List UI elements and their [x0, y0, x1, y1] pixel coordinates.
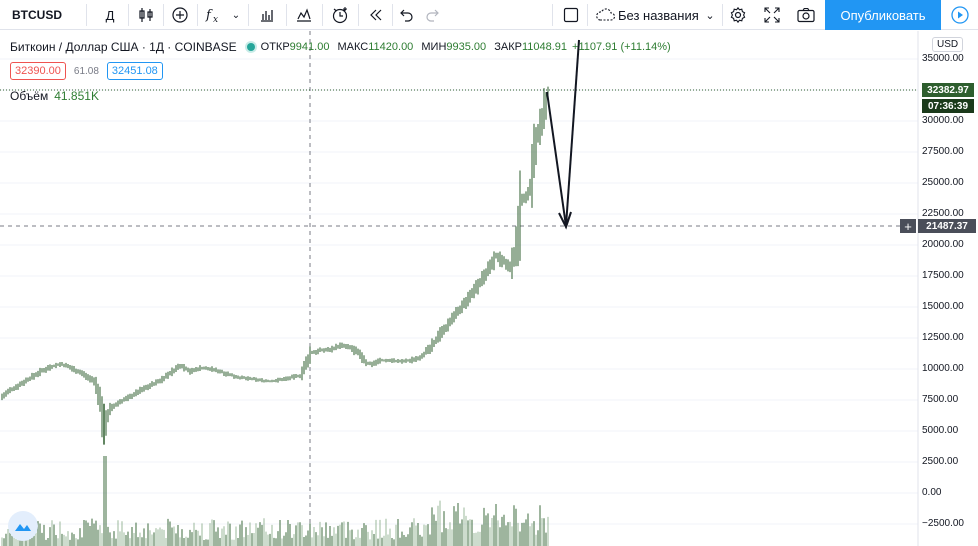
toolbar-divider: [587, 4, 588, 26]
ohlc-values: ОТКР9941.00 МАКС11420.00 МИН9935.00 ЗАКР…: [261, 41, 567, 53]
low-label: МИН: [421, 41, 447, 53]
low-value: 9935.00: [446, 41, 487, 53]
y-tick-label: 30000.00: [922, 115, 964, 126]
toolbar-divider: [358, 4, 359, 26]
y-tick-label: 7500.00: [922, 394, 959, 405]
close-label: ЗАКР: [494, 41, 522, 53]
chart-grid: [0, 58, 918, 525]
toolbar-divider: [197, 4, 198, 26]
svg-text:f: f: [205, 8, 213, 23]
y-tick-label: 0.00: [922, 487, 942, 498]
indicators-dropdown-icon[interactable]: ⌄: [231, 9, 241, 21]
add-crosshair-icon[interactable]: +: [900, 219, 916, 234]
y-tick-label: 17500.00: [922, 270, 964, 281]
high-label: МАКС: [337, 41, 369, 53]
volume-histogram: [1, 456, 549, 546]
chart-legend: Биткоин / Доллар США · 1Д · COINBASE ОТК…: [10, 40, 671, 54]
close-value: 11048.91: [521, 41, 568, 53]
high-value: 11420.00: [368, 41, 414, 53]
symbol-search[interactable]: BTCUSD: [12, 8, 62, 22]
y-tick-label: 27500.00: [922, 146, 964, 157]
toolbar-divider: [392, 4, 393, 26]
replay-icon[interactable]: [362, 0, 390, 30]
y-tick-label: 35000.00: [922, 53, 964, 64]
bar-chart-icon[interactable]: [253, 0, 281, 30]
buy-button[interactable]: 32451.08: [106, 62, 163, 80]
y-tick-label: 12500.00: [922, 332, 964, 343]
legend-title[interactable]: Биткоин / Доллар США · 1Д · COINBASE: [10, 40, 237, 54]
y-tick-label: 25000.00: [922, 177, 964, 188]
market-status-icon: [246, 43, 255, 51]
cloud-icon: [592, 0, 618, 30]
alert-icon[interactable]: [326, 0, 354, 30]
open-label: ОТКР: [260, 41, 290, 53]
buy-sell-panel: 32390.00 61.08 32451.08: [10, 62, 163, 80]
last-price-tag: 32382.97: [922, 83, 974, 97]
fullscreen-icon[interactable]: [758, 0, 786, 30]
gear-icon[interactable]: [725, 0, 751, 30]
y-tick-label: 22500.00: [922, 208, 964, 219]
toolbar-divider: [322, 4, 323, 26]
crosshair-price-tag: 21487.37: [918, 219, 976, 233]
volume-value: 41.851K: [54, 89, 99, 103]
toolbar-divider: [128, 4, 129, 26]
change-value: +1107.91 (+11.14%): [572, 41, 671, 53]
y-tick-label: 2500.00: [922, 456, 959, 467]
toolbar-divider: [286, 4, 287, 26]
countdown-tag: 07:36:39: [922, 99, 974, 113]
drawn-arrow[interactable]: [546, 39, 580, 230]
y-tick-label: 20000.00: [922, 239, 964, 250]
undo-icon[interactable]: [395, 0, 419, 30]
toolbar-divider: [722, 4, 723, 26]
open-value: 9941.00: [289, 41, 330, 53]
y-tick-label: 15000.00: [922, 301, 964, 312]
candles-icon[interactable]: [132, 0, 160, 30]
y-tick-label: 10000.00: [922, 363, 964, 374]
select-square-icon[interactable]: [557, 0, 585, 30]
redo-icon[interactable]: [420, 0, 444, 30]
layout-name[interactable]: Без названия: [618, 7, 699, 23]
svg-text:x: x: [213, 15, 218, 24]
toolbar-divider: [552, 4, 553, 26]
publish-button[interactable]: Опубликовать: [825, 0, 941, 30]
y-tick-label: 5000.00: [922, 425, 959, 436]
camera-icon[interactable]: [792, 0, 820, 30]
play-icon[interactable]: [942, 0, 978, 30]
chevron-down-icon[interactable]: ⌄: [705, 9, 715, 22]
spread-value: 61.08: [73, 65, 99, 77]
interval-button[interactable]: Д: [105, 7, 115, 23]
templates-icon[interactable]: [290, 0, 318, 30]
toolbar-divider: [86, 4, 87, 26]
y-tick-label: −2500.00: [922, 518, 964, 529]
currency-button[interactable]: USD: [932, 37, 964, 52]
add-icon[interactable]: [166, 0, 194, 30]
sell-button[interactable]: 32390.00: [10, 62, 66, 80]
candles-series: [1, 86, 549, 445]
toolbar-divider: [248, 4, 249, 26]
volume-legend: Объём 41.851K: [10, 89, 99, 103]
tradingview-logo-icon[interactable]: [8, 511, 38, 541]
volume-label[interactable]: Объём: [10, 89, 49, 103]
toolbar-divider: [163, 4, 164, 26]
